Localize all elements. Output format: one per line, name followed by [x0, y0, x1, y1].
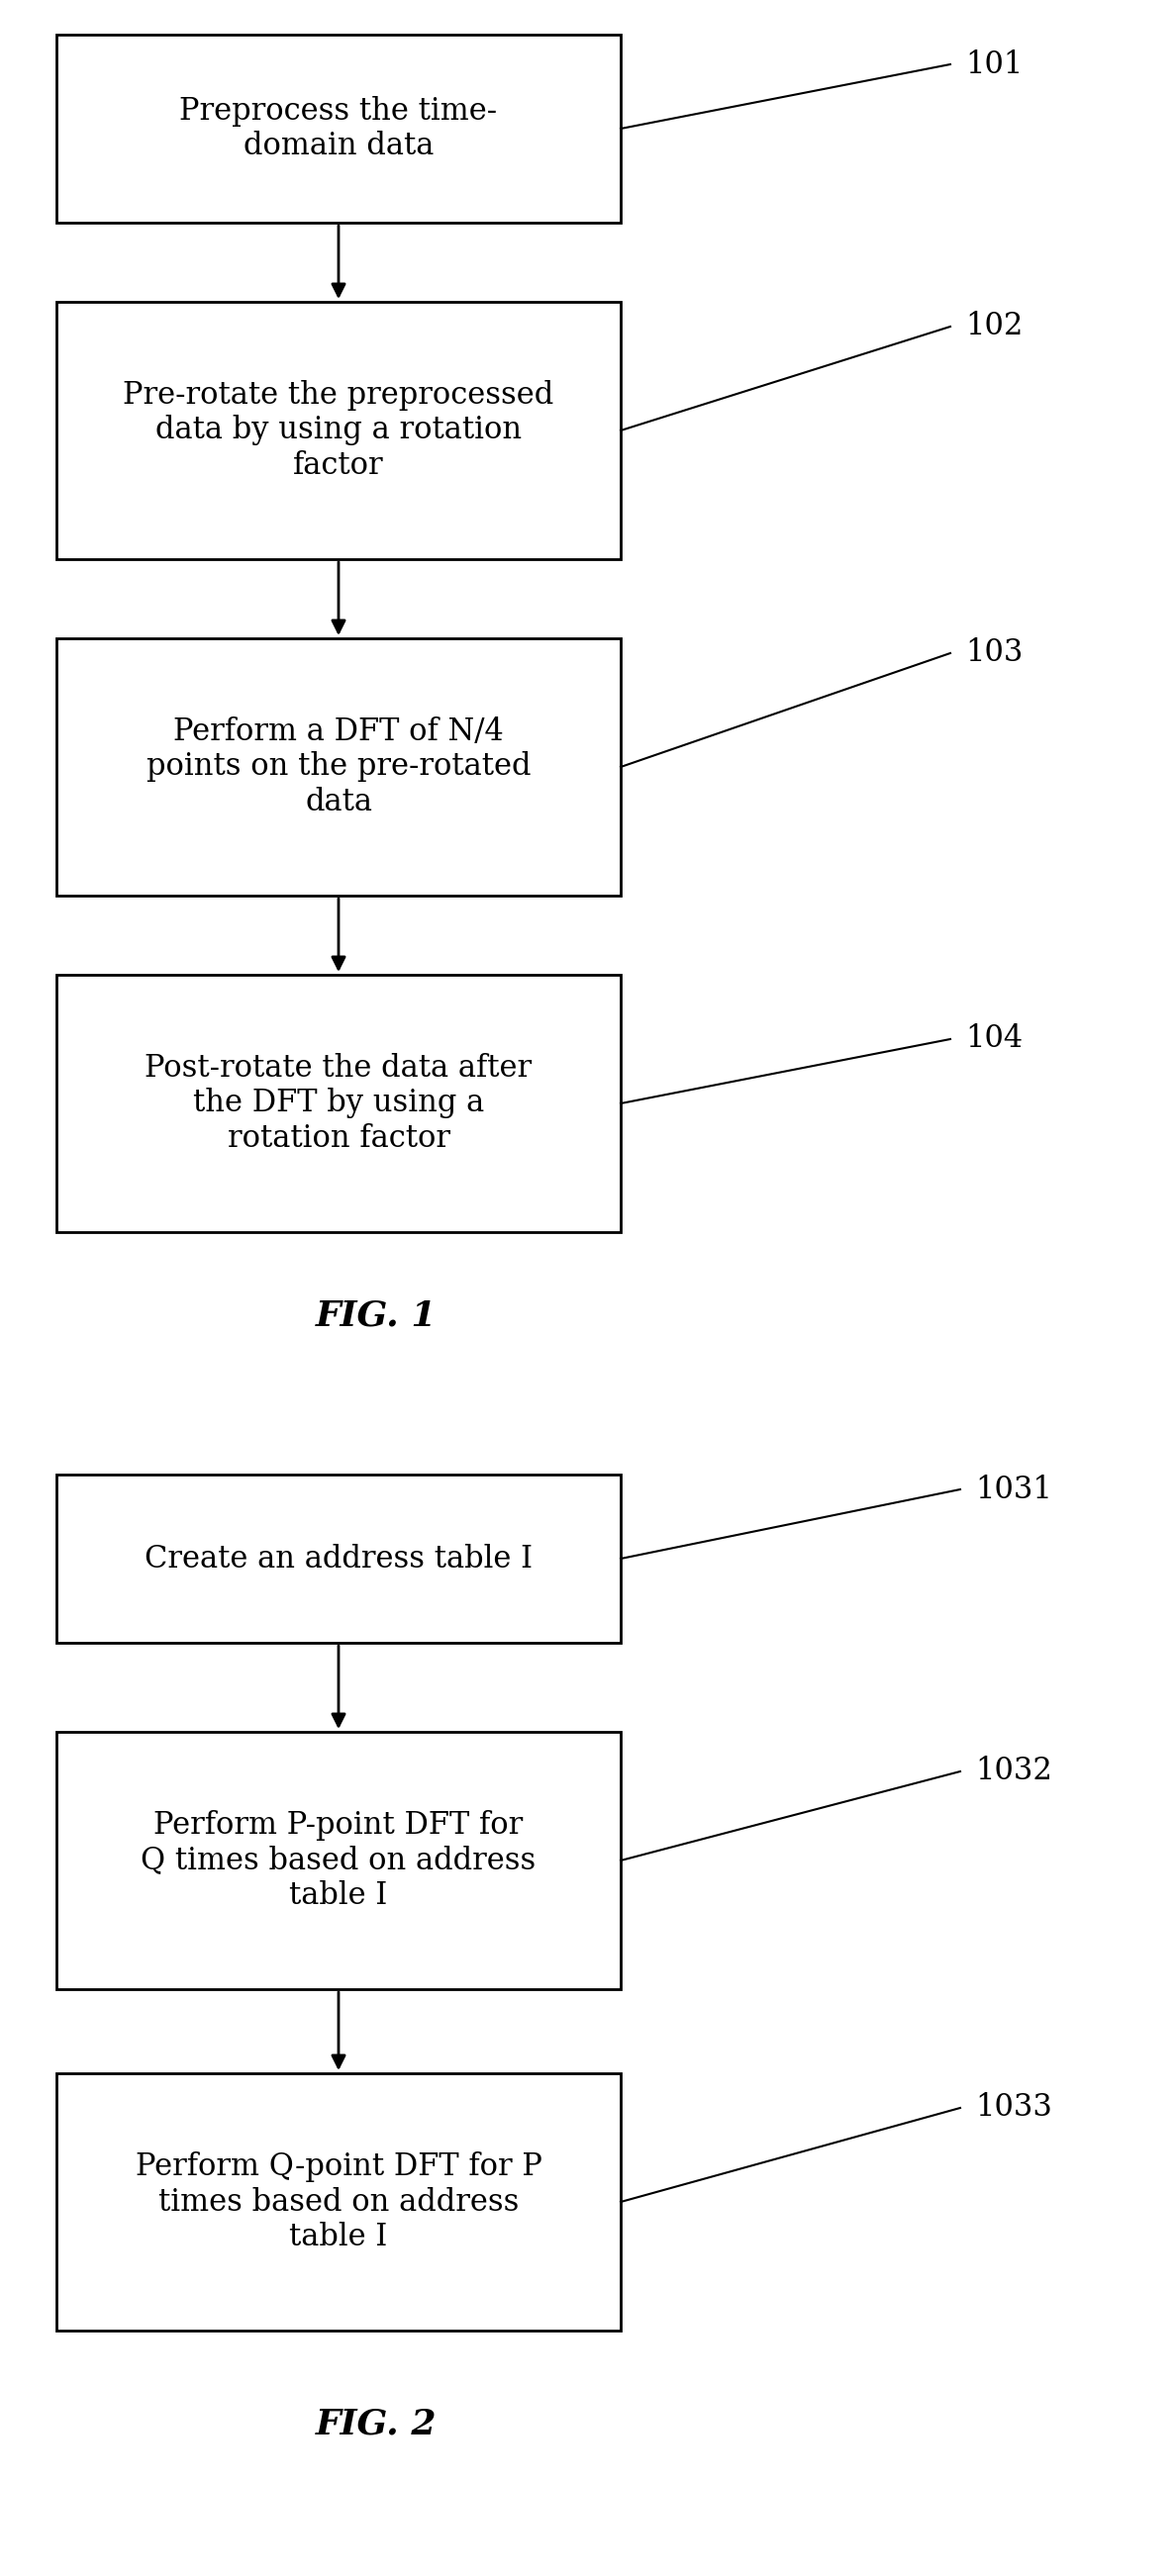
Text: Preprocess the time-
domain data: Preprocess the time- domain data: [180, 95, 497, 162]
Text: 101: 101: [965, 49, 1023, 80]
Text: 104: 104: [965, 1023, 1022, 1054]
Text: Perform P-point DFT for
Q times based on address
table I: Perform P-point DFT for Q times based on…: [141, 1811, 536, 1911]
Bar: [56, 1731, 620, 1989]
Text: Pre-rotate the preprocessed
data by using a rotation
factor: Pre-rotate the preprocessed data by usin…: [123, 379, 553, 482]
Text: 1031: 1031: [975, 1473, 1052, 1504]
Text: 1032: 1032: [975, 1757, 1052, 1788]
Bar: [56, 639, 620, 896]
Text: Perform a DFT of N/4
points on the pre-rotated
data: Perform a DFT of N/4 points on the pre-r…: [146, 716, 531, 817]
Text: Post-rotate the data after
the DFT by using a
rotation factor: Post-rotate the data after the DFT by us…: [145, 1054, 532, 1154]
Text: 1033: 1033: [975, 2092, 1052, 2123]
Text: FIG. 2: FIG. 2: [316, 2409, 437, 2442]
Bar: [56, 33, 620, 222]
Text: 103: 103: [965, 639, 1023, 670]
Text: FIG. 1: FIG. 1: [316, 1298, 437, 1332]
Bar: [56, 2074, 620, 2331]
Text: 102: 102: [965, 312, 1023, 343]
Bar: [56, 1473, 620, 1643]
Text: Create an address table I: Create an address table I: [145, 1543, 532, 1574]
Bar: [56, 301, 620, 559]
Bar: [56, 974, 620, 1231]
Text: Perform Q-point DFT for P
times based on address
table I: Perform Q-point DFT for P times based on…: [135, 2151, 542, 2251]
